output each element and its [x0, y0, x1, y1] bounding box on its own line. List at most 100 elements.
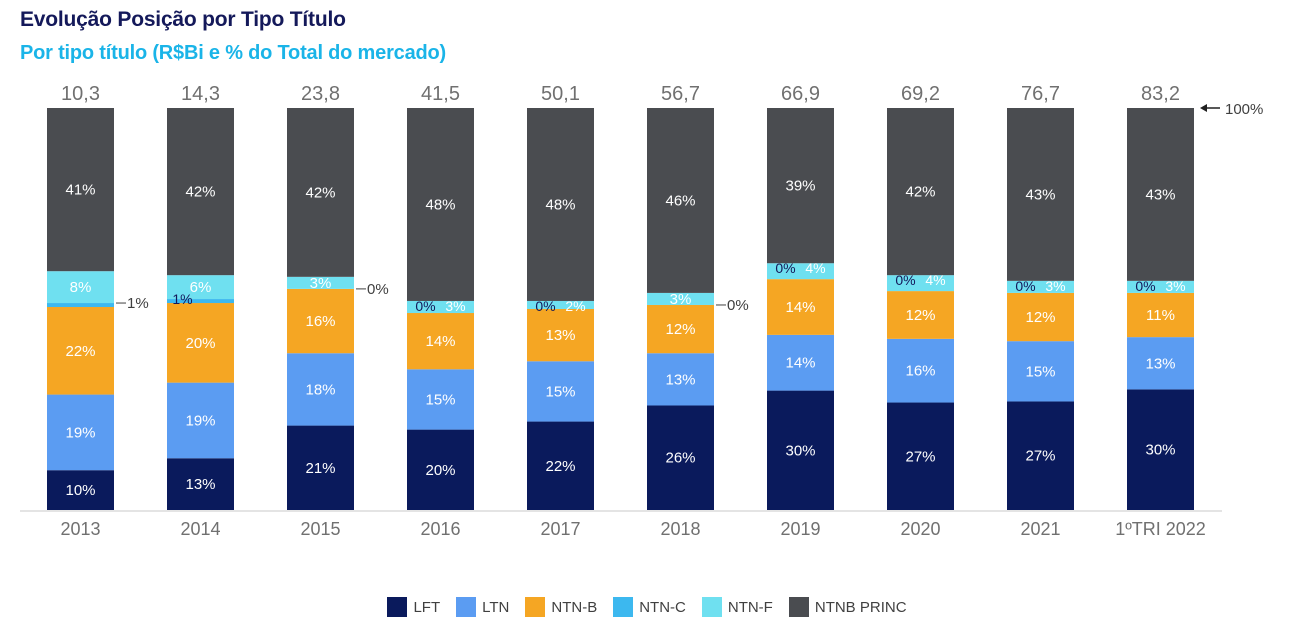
legend-label: LTN	[482, 598, 510, 616]
label-lft-2017: 22%	[545, 458, 575, 475]
bar-ntn-f-2014	[167, 275, 234, 300]
legend-item-ntnb-princ: NTNB PRINC	[788, 597, 907, 617]
label-ntn-c-2016: 0%	[415, 298, 435, 314]
label-ntn-b-2016: 14%	[425, 333, 455, 350]
bar-lft-2017	[527, 421, 594, 510]
bar-ltn-2013	[47, 394, 114, 471]
bar-ntn-f-2018	[647, 292, 714, 305]
label-ltn-2014: 19%	[185, 412, 215, 429]
legend-item-ntn-b: NTN-B	[525, 597, 597, 617]
legend-swatch	[613, 597, 634, 617]
chart-title: Evolução Posição por Tipo Título	[20, 8, 346, 31]
bar-ltn-2020	[887, 338, 954, 403]
legend-swatch	[525, 597, 546, 617]
label-ntn-c-2013: 1%	[127, 295, 149, 312]
bar-ntn-f-2015	[287, 276, 354, 289]
label-ntnb-princ-2018: 46%	[665, 192, 695, 209]
label-ltn-1ºtri-2022: 13%	[1145, 355, 1175, 372]
legend-label: NTN-B	[551, 598, 598, 616]
label-ntnb-princ-2021: 43%	[1025, 186, 1055, 203]
label-ntn-f-2014: 6%	[190, 279, 212, 296]
label-ntn-b-2017: 13%	[545, 327, 575, 344]
bar-ntn-f-2020	[887, 275, 954, 292]
label-ntn-f-2015: 3%	[310, 275, 332, 292]
label-lft-2021: 27%	[1025, 448, 1055, 465]
label-ntn-c-2021: 0%	[1015, 278, 1035, 294]
bar-ntnb-princ-2021	[1007, 108, 1074, 281]
label-ltn-2021: 15%	[1025, 363, 1055, 380]
bar-lft-2016	[407, 429, 474, 510]
legend-item-ntn-c: NTN-C	[613, 597, 686, 617]
bar-ntn-f-2017	[527, 300, 594, 309]
label-ntn-f-2017: 2%	[565, 298, 585, 314]
bar-ntn-b-1ºtri-2022	[1127, 292, 1194, 338]
label-ntn-f-2020: 4%	[925, 272, 945, 288]
x-tick-2017: 2017	[540, 519, 580, 539]
bar-ltn-1ºtri-2022	[1127, 337, 1194, 390]
bar-lft-1ºtri-2022	[1127, 389, 1194, 510]
label-ntn-c-2014: 1%	[172, 291, 192, 307]
label-ntn-c-2015: 0%	[367, 281, 389, 298]
legend-label: LFT	[413, 598, 441, 616]
bar-lft-2015	[287, 425, 354, 510]
label-lft-2019: 30%	[785, 442, 815, 459]
label-ntnb-princ-2017: 48%	[545, 196, 575, 213]
bar-ntn-b-2014	[167, 303, 234, 383]
label-lft-1ºtri-2022: 30%	[1145, 442, 1175, 459]
label-ltn-2016: 15%	[425, 391, 455, 408]
label-ntn-c-2018: 0%	[727, 297, 749, 314]
label-ntn-b-2015: 16%	[305, 313, 335, 330]
bar-lft-2019	[767, 390, 834, 510]
label-ntn-c-2019: 0%	[775, 260, 795, 276]
label-ltn-2015: 18%	[305, 381, 335, 398]
bar-lft-2020	[887, 402, 954, 510]
annotation-100: 100%	[1225, 101, 1263, 118]
label-lft-2018: 26%	[665, 450, 695, 467]
label-ntnb-princ-2019: 39%	[785, 178, 815, 195]
bar-ntn-b-2020	[887, 291, 954, 339]
bar-ltn-2019	[767, 334, 834, 391]
label-ntnb-princ-2016: 48%	[425, 196, 455, 213]
legend-swatch	[701, 597, 722, 617]
label-lft-2013: 10%	[65, 482, 95, 499]
label-lft-2016: 20%	[425, 462, 455, 479]
label-ntnb-princ-2013: 41%	[65, 182, 95, 199]
bar-ntnb-princ-2016	[407, 108, 474, 301]
chart-subtitle: Por tipo título (R$Bi e % do Total do me…	[20, 42, 446, 64]
label-ltn-2018: 13%	[665, 371, 695, 388]
label-ntn-c-2017: 0%	[535, 298, 555, 314]
x-tick-2020: 2020	[900, 519, 940, 539]
total-2020: 69,2	[901, 83, 940, 105]
label-ntn-b-2019: 14%	[785, 299, 815, 316]
bar-ntn-c-2014	[167, 299, 234, 304]
bar-ntn-b-2013	[47, 307, 114, 395]
bar-ntn-b-2018	[647, 304, 714, 354]
legend-label: NTN-C	[639, 598, 686, 616]
bar-ntnb-princ-2013	[47, 108, 114, 272]
bar-lft-2013	[47, 470, 114, 510]
bar-ntnb-princ-1ºtri-2022	[1127, 108, 1194, 281]
x-tick-2019: 2019	[780, 519, 820, 539]
total-1ºtri-2022: 83,2	[1141, 83, 1180, 105]
stacked-bar-chart: 10%19%22%1%8%41%10,3201313%19%20%1%6%42%…	[20, 83, 1263, 539]
label-ltn-2017: 15%	[545, 383, 575, 400]
label-ntn-c-1ºtri-2022: 0%	[1135, 278, 1155, 294]
legend-item-ntn-f: NTN-F	[701, 597, 773, 617]
bar-ntn-b-2016	[407, 313, 474, 370]
label-ntn-f-2021: 3%	[1045, 278, 1065, 294]
label-ntn-b-1ºtri-2022: 11%	[1146, 307, 1175, 324]
label-lft-2015: 21%	[305, 460, 335, 477]
total-2017: 50,1	[541, 83, 580, 105]
bar-ltn-2021	[1007, 341, 1074, 402]
label-ltn-2019: 14%	[785, 355, 815, 372]
bar-ntnb-princ-2020	[887, 108, 954, 276]
legend-swatch	[456, 597, 477, 617]
total-2018: 56,7	[661, 83, 700, 105]
total-2021: 76,7	[1021, 83, 1060, 105]
bar-ntnb-princ-2019	[767, 108, 834, 264]
legend-item-ltn: LTN	[456, 597, 509, 617]
bar-ntn-f-2021	[1007, 280, 1074, 293]
total-2013: 10,3	[61, 83, 100, 105]
label-ntn-f-2019: 4%	[805, 260, 825, 276]
label-ntn-f-2018: 3%	[670, 291, 692, 308]
